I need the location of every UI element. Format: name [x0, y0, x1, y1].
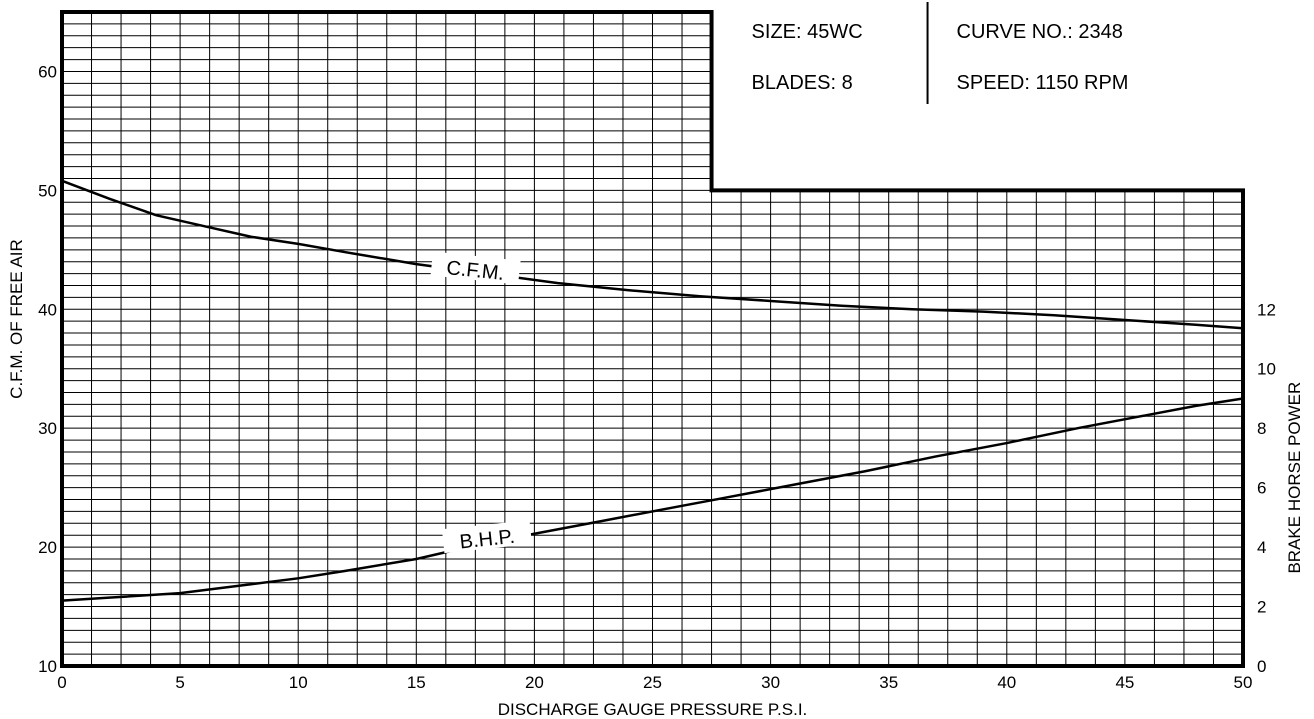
- y-left-tick-label: 20: [38, 538, 57, 557]
- info-blades: BLADES: 8: [752, 72, 853, 94]
- grid-lines: [62, 12, 1243, 666]
- curve-cfm: [61, 179, 1244, 330]
- x-tick-label: 25: [643, 673, 662, 692]
- x-tick-label: 45: [1115, 673, 1134, 692]
- x-tick-label: 10: [289, 673, 308, 692]
- y-right-tick-label: 4: [1257, 538, 1266, 557]
- y-right-tick-label: 2: [1257, 598, 1266, 617]
- info-size: SIZE: 45WC: [752, 21, 863, 43]
- curve-labels: C.F.M. B.H.P.: [430, 251, 532, 554]
- info-speed: SPEED: 1150 RPM: [957, 72, 1129, 94]
- chart-frame: [60, 10, 1245, 668]
- x-tick-label: 30: [761, 673, 780, 692]
- y-left-tick-label: 60: [38, 62, 57, 81]
- y-axis-left-title: C.F.M. OF FREE AIR: [7, 239, 26, 399]
- curve-label-background: [430, 251, 521, 285]
- curve-bhp: [61, 397, 1244, 602]
- y-left-tick-label: 50: [38, 181, 57, 200]
- x-tick-label: 50: [1234, 673, 1253, 692]
- x-tick-label: 5: [175, 673, 184, 692]
- y-left-tick-label: 30: [38, 419, 57, 438]
- curve-label-background: [441, 520, 532, 554]
- x-axis-title: DISCHARGE GAUGE PRESSURE P.S.I.: [498, 700, 808, 719]
- y-right-tick-label: 10: [1257, 360, 1276, 379]
- x-tick-label: 20: [525, 673, 544, 692]
- y-right-tick-label: 12: [1257, 300, 1276, 319]
- x-tick-label: 0: [57, 673, 66, 692]
- y-left-tick-label: 10: [38, 657, 57, 676]
- x-tick-label: 15: [407, 673, 426, 692]
- info-curve-no: CURVE NO.: 2348: [957, 21, 1123, 43]
- y-right-tick-label: 0: [1257, 657, 1266, 676]
- y-right-tick-label: 6: [1257, 479, 1266, 498]
- y-right-tick-label: 8: [1257, 419, 1266, 438]
- curve-label: C.F.M.: [445, 257, 505, 285]
- x-tick-label: 40: [997, 673, 1016, 692]
- curves: [61, 179, 1244, 602]
- y-left-tick-label: 40: [38, 300, 57, 319]
- y-axis-right-title: BRAKE HORSE POWER: [1285, 382, 1304, 574]
- x-tick-label: 35: [879, 673, 898, 692]
- tick-labels: 0 5 10 15 20 25 30 35 40 45 50 10 20 30 40 50 60 0 2 4 6 8 10 1…: [38, 62, 1276, 692]
- curve-label: B.H.P.: [459, 526, 516, 554]
